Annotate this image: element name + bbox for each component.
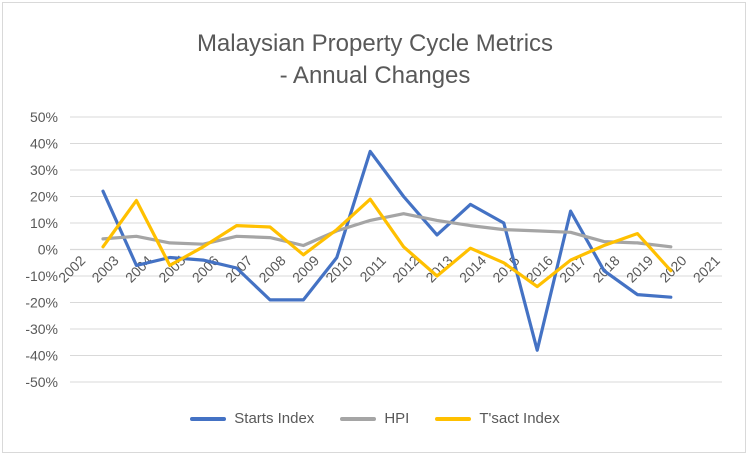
- legend-label: T'sact Index: [479, 410, 560, 427]
- y-tick-label: -30%: [25, 321, 58, 337]
- series-line-t-sact-index: [101, 197, 673, 289]
- y-tick-label: -40%: [25, 348, 58, 364]
- x-tick-label: 2008: [255, 252, 288, 285]
- y-tick-label: 50%: [30, 109, 58, 125]
- x-tick-label: 2021: [690, 252, 723, 285]
- legend-label: HPI: [384, 410, 410, 427]
- chart-title-line1: Malaysian Property Cycle Metrics: [196, 30, 554, 57]
- chart-title: Malaysian Property Cycle Metrics - Annua…: [0, 28, 750, 92]
- legend-item: Starts Index: [190, 410, 314, 427]
- y-tick-label: 10%: [30, 215, 58, 231]
- legend-item: T'sact Index: [435, 410, 560, 427]
- y-tick-label: 0%: [38, 242, 58, 258]
- y-tick-label: -10%: [25, 268, 58, 284]
- x-tick-label: 2006: [189, 252, 222, 285]
- x-tick-label: 2002: [55, 252, 88, 285]
- y-tick-label: -20%: [25, 295, 58, 311]
- legend-swatch: [190, 416, 227, 421]
- x-tick-label: 2011: [356, 252, 389, 285]
- legend-swatch: [340, 416, 377, 421]
- legend-item: HPI: [340, 410, 409, 427]
- legend-label: Starts Index: [234, 410, 315, 427]
- y-tick-label: 20%: [30, 189, 58, 205]
- y-tick-label: 30%: [30, 162, 58, 178]
- chart-legend: Starts Index HPI T'sact Index: [0, 410, 750, 427]
- y-tick-label: 40%: [30, 136, 58, 152]
- x-tick-label: 2003: [88, 252, 121, 285]
- y-tick-label: -50%: [25, 374, 58, 390]
- x-tick-label: 2020: [656, 252, 689, 285]
- x-tick-label: 2004: [122, 252, 155, 285]
- chart-frame: [2, 2, 746, 453]
- series-line-starts-index: [101, 149, 673, 352]
- x-tick-label: 2019: [623, 252, 656, 285]
- legend-swatch: [435, 416, 472, 421]
- chart-subtitle: - Annual Changes: [279, 62, 471, 89]
- series-line-hpi: [101, 212, 673, 249]
